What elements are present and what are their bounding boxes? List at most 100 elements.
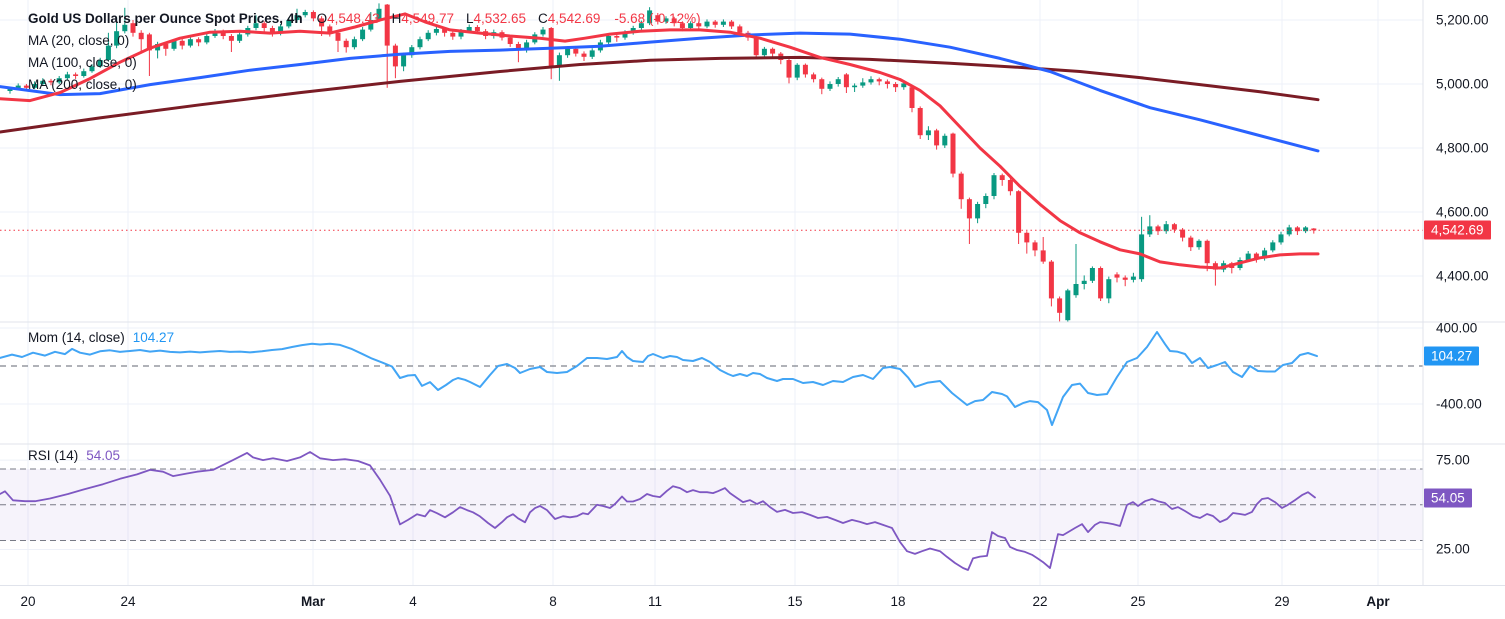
candle-body — [1163, 224, 1169, 232]
candle-body — [1007, 180, 1013, 192]
candle-body — [729, 21, 735, 27]
time-axis-label: 20 — [20, 594, 36, 609]
mom-axis-label: 400.00 — [1436, 320, 1478, 336]
candle-body — [23, 85, 29, 88]
legend: Gold US Dollars per Ounce Spot Prices, 4… — [28, 8, 701, 96]
candle-body — [688, 23, 694, 28]
ma-legend-row[interactable]: MA (20, close, 0) — [28, 33, 130, 48]
symbol-legend-row[interactable]: Gold US Dollars per Ounce Spot Prices, 4… — [28, 8, 701, 30]
ma-legend-row[interactable]: MA (200, close, 0) — [28, 77, 137, 92]
candle-body — [417, 39, 423, 48]
candle-body — [565, 48, 571, 56]
candle-body — [712, 21, 718, 25]
candle-body — [638, 23, 644, 28]
candle-body — [1270, 242, 1276, 251]
candle-body — [1098, 268, 1104, 299]
candle-body — [425, 32, 431, 40]
ma-legend-row[interactable]: MA (100, close, 0) — [28, 55, 137, 70]
candle-body — [466, 27, 472, 32]
candle-body — [884, 81, 890, 84]
rsi-legend[interactable]: RSI (14) 54.05 — [28, 448, 120, 463]
candle-body — [1106, 279, 1112, 299]
ma200-line — [0, 55, 1320, 134]
candle-body — [81, 71, 87, 76]
time-axis[interactable]: 20 24 Mar 4 8 11 15 18 22 25 29 Apr — [0, 585, 1505, 619]
candle-body — [458, 31, 464, 37]
candle-body — [843, 74, 849, 88]
candle-body — [819, 79, 825, 89]
momentum-line — [0, 331, 1318, 426]
price-axis-label: 5,000.00 — [1436, 76, 1489, 92]
time-axis-label: Mar — [300, 594, 326, 609]
candle-body — [1245, 253, 1251, 260]
candle-body — [89, 66, 95, 72]
candle-body — [204, 36, 210, 43]
candle-body — [1311, 228, 1317, 231]
candle-body — [1114, 274, 1120, 278]
candle-body — [515, 44, 521, 51]
candle-body — [253, 23, 259, 28]
candle-body — [573, 48, 579, 54]
rsi-label: RSI (14) — [28, 448, 79, 463]
time-axis-label: 8 — [549, 594, 557, 609]
candle-body — [737, 26, 743, 33]
rsi-line — [0, 451, 1316, 571]
candle-body — [1171, 224, 1177, 230]
candle-body — [1155, 226, 1161, 232]
candle-body — [622, 32, 628, 38]
candle-body — [269, 28, 275, 33]
price-axis[interactable]: 5,200.00 5,000.00 4,800.00 4,600.00 4,400.00… — [1423, 0, 1505, 585]
candle-body — [146, 34, 152, 51]
candle-body — [1073, 284, 1079, 296]
candle-body — [171, 40, 177, 49]
candle-body — [942, 135, 948, 146]
ohlc-item: H4,549.77 — [391, 11, 454, 26]
candle-body — [925, 130, 931, 136]
candle-body — [1040, 250, 1046, 262]
candle-body — [1286, 227, 1292, 235]
candle-body — [1122, 277, 1128, 280]
candle-body — [753, 37, 759, 56]
candle-body — [835, 79, 841, 84]
candle-body — [138, 32, 144, 40]
candle-body — [1032, 242, 1038, 251]
candle-body — [999, 175, 1005, 180]
last-price-badge: 4,542.69 — [1424, 220, 1491, 240]
candle-body — [901, 83, 907, 88]
candle-body — [794, 64, 800, 78]
momentum-value-badge: 104.27 — [1424, 346, 1480, 366]
candle-body — [97, 60, 103, 67]
candle-body — [212, 31, 218, 36]
time-axis-label: 29 — [1274, 594, 1290, 609]
rsi-axis-label: 25.00 — [1436, 541, 1470, 557]
time-axis-label: 18 — [890, 594, 906, 609]
candle-body — [1188, 237, 1194, 248]
candle-body — [64, 74, 70, 79]
candle-body — [310, 12, 316, 19]
candle-body — [679, 23, 685, 28]
candle-body — [73, 74, 79, 76]
candle-body — [319, 18, 325, 27]
price-axis-label: 4,400.00 — [1436, 268, 1489, 284]
candle-body — [917, 108, 923, 136]
candle-body — [1294, 227, 1300, 232]
candle-body — [507, 37, 513, 44]
candle-body — [1278, 234, 1284, 243]
time-axis-label: 11 — [647, 594, 663, 609]
candle-body — [237, 34, 243, 41]
candle-body — [196, 39, 202, 43]
candle-body — [122, 24, 128, 32]
rsi-value-badge: 54.05 — [1424, 488, 1472, 507]
candle-body — [442, 29, 448, 33]
candle-body — [540, 29, 546, 35]
candle-body — [56, 78, 62, 83]
momentum-legend[interactable]: Mom (14, close) 104.27 — [28, 330, 174, 345]
candle-body — [811, 74, 817, 80]
candle-body — [606, 36, 612, 43]
candle-body — [671, 18, 677, 24]
candle-body — [1139, 234, 1145, 280]
candle-body — [1196, 240, 1202, 248]
candle-body — [770, 48, 776, 54]
candle-body — [1081, 280, 1087, 284]
